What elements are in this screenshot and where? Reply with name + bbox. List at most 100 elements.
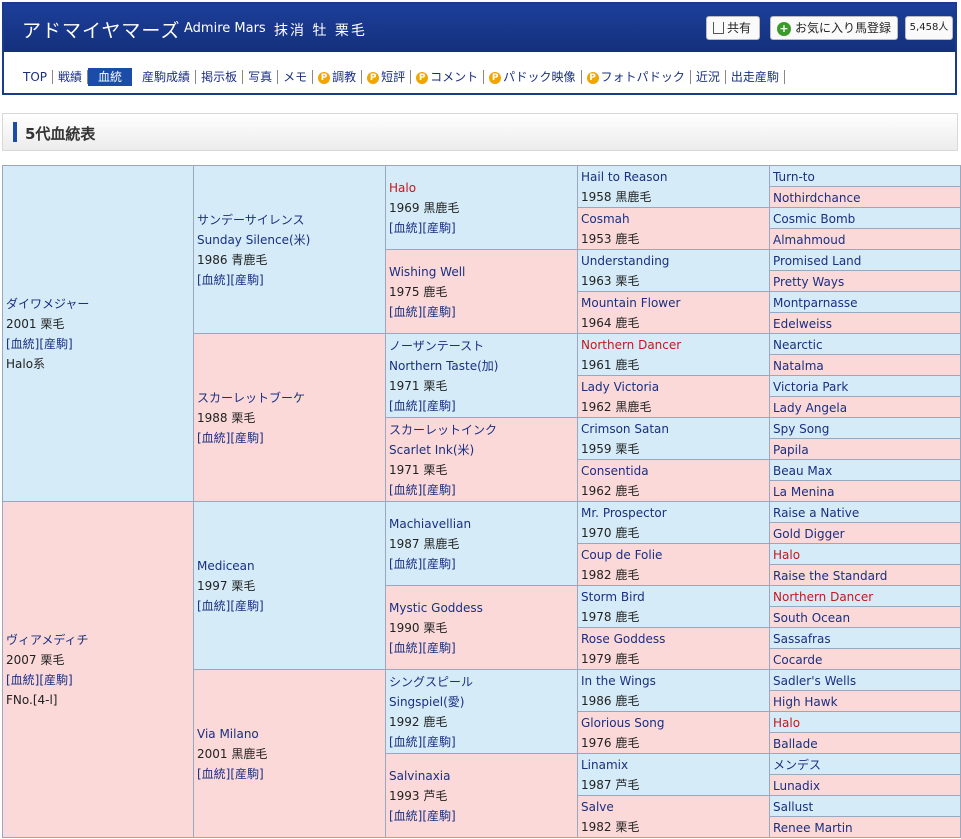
- horse-name-link[interactable]: Sallust: [773, 799, 814, 814]
- horse-name-link[interactable]: Rose Goddess: [581, 632, 666, 646]
- horse-alt-name[interactable]: Sunday Silence(米): [197, 233, 311, 247]
- horse-name-link[interactable]: Halo: [773, 715, 801, 730]
- horse-name-link[interactable]: Raise the Standard: [773, 568, 888, 583]
- horse-name-link[interactable]: Hail to Reason: [581, 170, 668, 184]
- horse-name-link[interactable]: Northern Dancer: [773, 589, 874, 604]
- nav-item-3[interactable]: 産駒成績: [137, 70, 197, 84]
- horse-name-link[interactable]: Beau Max: [773, 463, 833, 478]
- horse-name-link[interactable]: Renee Martin: [773, 820, 853, 835]
- horse-name-link[interactable]: Nothirdchance: [773, 190, 861, 205]
- horse-name-link[interactable]: Ballade: [773, 736, 818, 751]
- horse-name-link[interactable]: South Ocean: [773, 610, 851, 625]
- horse-name-link[interactable]: Halo: [773, 547, 801, 562]
- horse-name-link[interactable]: スカーレットインク: [389, 423, 498, 437]
- pedigree-links[interactable]: [血統][産駒]: [389, 735, 456, 749]
- nav-item-12[interactable]: 近況: [690, 70, 726, 84]
- horse-name-link[interactable]: ノーザンテースト: [389, 339, 485, 353]
- horse-name-link[interactable]: High Hawk: [773, 694, 838, 709]
- horse-name-link[interactable]: Spy Song: [773, 421, 830, 436]
- horse-name-link[interactable]: Turn-to: [773, 169, 815, 184]
- nav-item-0[interactable]: TOP: [18, 70, 54, 84]
- horse-name-link[interactable]: Papila: [773, 442, 809, 457]
- horse-name-link[interactable]: Pretty Ways: [773, 274, 845, 289]
- nav-item-13[interactable]: 出走産駒: [725, 70, 785, 84]
- horse-name-link[interactable]: Wishing Well: [389, 265, 466, 279]
- pedigree-links[interactable]: [血統][産駒]: [197, 431, 264, 445]
- pedigree-links[interactable]: [血統][産駒]: [389, 483, 456, 497]
- horse-name-link[interactable]: Lady Angela: [773, 400, 848, 415]
- horse-name-link[interactable]: メンデス: [773, 757, 822, 772]
- horse-name-link[interactable]: Cocarde: [773, 652, 823, 667]
- horse-name-link[interactable]: Victoria Park: [773, 379, 849, 394]
- horse-name-link[interactable]: Glorious Song: [581, 716, 665, 730]
- horse-name-link[interactable]: Mountain Flower: [581, 296, 681, 310]
- horse-name-link[interactable]: Northern Dancer: [581, 338, 682, 352]
- pedigree-links[interactable]: [血統][産駒]: [197, 599, 264, 613]
- horse-name-link[interactable]: Coup de Folie: [581, 548, 663, 562]
- horse-name-link[interactable]: Raise a Native: [773, 505, 860, 520]
- horse-name-link[interactable]: サンデーサイレンス: [197, 213, 305, 227]
- horse-name-link[interactable]: In the Wings: [581, 674, 656, 688]
- pedigree-links[interactable]: [血統][産駒]: [6, 337, 73, 351]
- pedigree-cell-gen5: Natalma: [769, 354, 961, 376]
- horse-name-link[interactable]: Lady Victoria: [581, 380, 660, 394]
- horse-status: 抹消 牡 栗毛: [274, 23, 367, 39]
- horse-name-link[interactable]: Edelweiss: [773, 316, 832, 331]
- horse-name-link[interactable]: Sadler's Wells: [773, 673, 857, 688]
- horse-name-link[interactable]: Salve: [581, 800, 614, 814]
- horse-name-link[interactable]: Consentida: [581, 464, 649, 478]
- horse-name-link[interactable]: Cosmah: [581, 212, 630, 226]
- nav-item-2[interactable]: 血統: [88, 68, 133, 86]
- horse-name-link[interactable]: ヴィアメディチ: [6, 633, 89, 647]
- pedigree-links[interactable]: [血統][産駒]: [389, 399, 456, 413]
- horse-alt-name[interactable]: Northern Taste(加): [389, 359, 499, 373]
- horse-name-link[interactable]: Halo: [389, 181, 417, 195]
- horse-name-link[interactable]: Lunadix: [773, 778, 821, 793]
- pedigree-links[interactable]: [血統][産駒]: [197, 767, 264, 781]
- nav-item-1[interactable]: 戦績: [53, 70, 89, 84]
- pedigree-links[interactable]: [血統][産駒]: [6, 673, 73, 687]
- horse-name-link[interactable]: Nearctic: [773, 337, 823, 352]
- pedigree-links[interactable]: [血統][産駒]: [389, 305, 456, 319]
- horse-name-link[interactable]: Cosmic Bomb: [773, 211, 856, 226]
- horse-name-link[interactable]: Salvinaxia: [389, 769, 451, 783]
- horse-alt-name[interactable]: Singspiel(愛): [389, 695, 465, 709]
- horse-name-link[interactable]: Gold Digger: [773, 526, 845, 541]
- nav-item-8[interactable]: P 短評: [362, 70, 412, 84]
- horse-name-link[interactable]: Mystic Goddess: [389, 601, 483, 615]
- horse-name-link[interactable]: Understanding: [581, 254, 670, 268]
- horse-name-link[interactable]: Machiavellian: [389, 517, 472, 531]
- nav-item-9[interactable]: P コメント: [411, 70, 485, 84]
- pedigree-links[interactable]: [血統][産駒]: [197, 273, 264, 287]
- horse-name-link[interactable]: La Menina: [773, 484, 835, 499]
- pedigree-links[interactable]: [血統][産駒]: [389, 641, 456, 655]
- share-button[interactable]: 共有: [706, 16, 760, 40]
- horse-name-link[interactable]: Promised Land: [773, 253, 862, 268]
- horse-name-link[interactable]: ダイワメジャー: [6, 297, 90, 311]
- horse-name-link[interactable]: Almahmoud: [773, 232, 846, 247]
- pedigree-cell-gen4: Glorious Song 1976 鹿毛: [577, 711, 770, 754]
- horse-name-link[interactable]: Mr. Prospector: [581, 506, 667, 520]
- pedigree-links[interactable]: [血統][産駒]: [389, 809, 456, 823]
- horse-name-link[interactable]: スカーレットブーケ: [197, 391, 306, 405]
- horse-name-link[interactable]: Montparnasse: [773, 295, 858, 310]
- nav-item-10[interactable]: P パドック映像: [484, 70, 582, 84]
- horse-name-link[interactable]: Linamix: [581, 758, 629, 772]
- pedigree-cell-gen5: Lady Angela: [769, 396, 961, 418]
- nav-item-11[interactable]: P フォトパドック: [581, 70, 691, 84]
- nav-item-6[interactable]: メモ: [278, 70, 314, 84]
- horse-name-link[interactable]: Medicean: [197, 559, 255, 573]
- horse-name-link[interactable]: Crimson Satan: [581, 422, 669, 436]
- pedigree-links[interactable]: [血統][産駒]: [389, 221, 456, 235]
- horse-alt-name[interactable]: Scarlet Ink(米): [389, 443, 475, 457]
- nav-item-4[interactable]: 掲示板: [196, 70, 244, 84]
- horse-name-link[interactable]: Sassafras: [773, 631, 831, 646]
- favorite-button[interactable]: + お気に入り馬登録: [770, 16, 898, 40]
- nav-item-5[interactable]: 写真: [243, 70, 279, 84]
- horse-name-link[interactable]: Via Milano: [197, 727, 259, 741]
- pedigree-links[interactable]: [血統][産駒]: [389, 557, 456, 571]
- horse-name-link[interactable]: Storm Bird: [581, 590, 645, 604]
- horse-name-link[interactable]: シングスピール: [389, 675, 474, 689]
- horse-name-link[interactable]: Natalma: [773, 358, 824, 373]
- nav-item-7[interactable]: P 調教: [313, 70, 363, 84]
